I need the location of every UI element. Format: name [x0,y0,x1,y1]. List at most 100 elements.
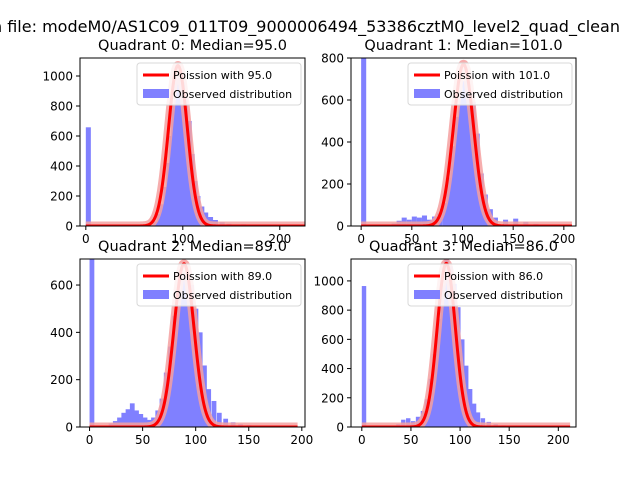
y-tick-label: 1000 [42,70,73,84]
x-tick-label: 100 [449,433,472,447]
histogram-bar [467,389,473,427]
histogram-bar [174,74,180,226]
histogram-bar [361,58,367,226]
x-tick-label: 50 [403,433,418,447]
legend-label: Observed distribution [444,289,563,302]
histogram-bar [182,97,188,226]
histogram-bar [211,400,217,427]
legend-label: Observed distribution [173,289,292,302]
histogram-bar [166,163,172,226]
histogram-bar [121,412,127,427]
x-tick-label: 100 [451,232,474,246]
histogram-bar [471,403,477,427]
x-tick-label: 0 [357,232,365,246]
y-tick-label: 0 [65,421,73,435]
x-tick-label: 0 [82,232,90,246]
plot-content [85,259,302,427]
legend-label: Observed distribution [173,88,292,101]
legend-box [136,263,302,307]
plot-content [357,259,575,427]
histogram-bar [466,91,472,226]
x-tick-label: 200 [268,232,291,246]
y-tick-label: 200 [321,178,344,192]
axes-frame [79,258,306,428]
histogram-bar [179,82,185,226]
y-tick-label: 800 [50,100,73,114]
histogram-bar [436,318,441,427]
legend-label: Poission with 95.0 [173,69,272,82]
histogram-bar [189,285,195,427]
x-tick-label: 100 [184,433,207,447]
x-tick-label: 150 [237,433,260,447]
histogram-bar [444,259,449,427]
y-tick-label: 400 [50,160,73,174]
y-tick-label: 200 [50,190,73,204]
subplot-title: Quadrant 1: Median=101.0 [364,38,562,54]
legend-box [407,263,573,307]
histogram-bar [475,412,481,427]
legend-patch-swatch [143,89,169,98]
histogram-bar [450,146,456,226]
legend-label: Poission with 89.0 [173,270,272,283]
legend-label: Poission with 86.0 [444,270,543,283]
subplot-title: Quadrant 3: Median=86.0 [369,239,558,255]
histogram-bar [89,259,95,427]
histogram-bar [446,177,452,226]
histogram-bar [421,215,428,226]
x-tick-label: 50 [404,232,419,246]
histogram-bar [216,412,222,427]
figure-suptitle: n file: modeM0/AS1C09_011T09_9000006494_… [0,17,620,37]
legend-label: Poission with 101.0 [444,69,550,82]
histogram-bar [185,275,190,427]
y-tick-label: 0 [65,220,73,234]
histogram-bar [180,273,186,427]
y-tick-label: 800 [321,304,344,318]
y-tick-label: 1000 [313,274,344,288]
histogram-bar [156,214,162,226]
legend: Poission with 95.0 Observed distribution [136,62,302,106]
legend: Poission with 89.0 Observed distribution [136,263,302,307]
x-tick-label: 200 [290,433,313,447]
y-tick-label: 400 [50,326,73,340]
histogram-bar [134,410,139,427]
y-tick-label: 600 [321,333,344,347]
x-tick-label: 0 [86,433,94,447]
subplot-title: Quadrant 2: Median=89.0 [98,239,287,255]
histogram-bar [458,91,464,226]
y-tick-label: 200 [50,373,73,387]
poisson-curve [360,261,572,427]
histogram-bar [163,187,169,226]
y-tick-label: 200 [321,391,344,405]
subplot-quadrant-0: 0 100 200 0 200 400 600 800 1000 Poission with 95… [42,38,306,246]
legend: Poission with 101.0 Observed distribution [407,62,573,106]
y-tick-label: 400 [321,362,344,376]
x-tick-label: 150 [502,232,525,246]
histogram-bar [85,127,91,226]
y-tick-label: 600 [50,279,73,293]
histogram-bar [159,204,165,226]
y-tick-label: 400 [321,136,344,150]
legend: Poission with 86.0 Observed distribution [407,263,573,307]
histogram-bar [176,77,183,226]
histogram-bar [361,286,367,427]
subplot-quadrant-3: 0 50 100 150 200 0 200 400 600 800 1000 Poission wi… [313,239,577,447]
subplot-quadrant-2: 0 50 100 150 200 0 200 400 600 Poission with 89.0… [50,239,313,447]
x-tick-label: 200 [547,433,570,447]
legend-patch-swatch [143,290,169,299]
histogram-bar [462,81,468,226]
poisson-curve [88,262,299,427]
histogram-bar [454,116,460,226]
histogram-bar [440,285,445,427]
axes-frame [350,258,577,428]
x-tick-label: 200 [552,232,575,246]
x-tick-label: 0 [358,433,366,447]
y-tick-label: 600 [321,94,344,108]
histogram-bar [411,216,417,226]
y-tick-label: 0 [336,220,344,234]
y-tick-label: 0 [336,421,344,435]
histogram-bar [172,315,178,427]
legend-patch-swatch [414,290,440,299]
legend-patch-swatch [414,89,440,98]
